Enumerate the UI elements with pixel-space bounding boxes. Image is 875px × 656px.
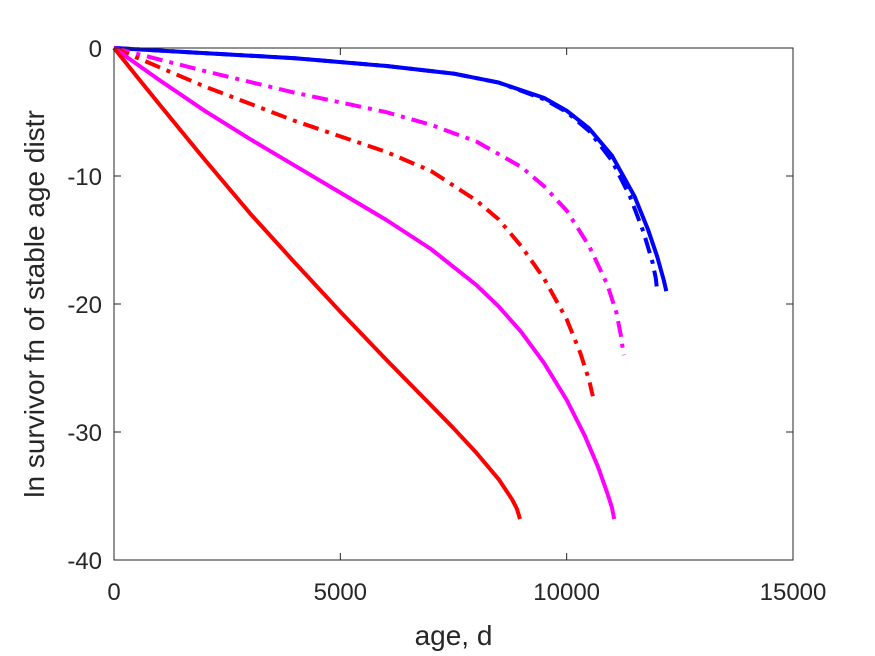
y-axis-title: ln survivor fn of stable age distr xyxy=(19,110,50,498)
series-line-3 xyxy=(113,46,626,356)
y-tick-label: -40 xyxy=(67,548,102,575)
series-line-2 xyxy=(113,46,660,292)
x-tick-label: 15000 xyxy=(760,579,827,606)
y-tick-label: -20 xyxy=(67,292,102,319)
y-tick-label: 0 xyxy=(89,36,102,63)
y-tick-labels: 0 -10 -20 -30 -40 xyxy=(67,36,102,575)
y-tick-label: -10 xyxy=(67,164,102,191)
plot-lines xyxy=(112,46,669,520)
axis-ticks xyxy=(113,47,794,561)
series-line-6 xyxy=(112,46,522,520)
x-tick-label: 0 xyxy=(107,579,120,606)
y-tick-label: -30 xyxy=(67,420,102,447)
x-tick-labels: 0 5000 10000 15000 xyxy=(107,579,826,606)
x-tick-label: 10000 xyxy=(533,579,600,606)
x-axis-title: age, d xyxy=(415,620,493,651)
series-line-5 xyxy=(112,46,617,520)
series-line-4 xyxy=(113,46,595,397)
x-tick-label: 5000 xyxy=(314,579,367,606)
